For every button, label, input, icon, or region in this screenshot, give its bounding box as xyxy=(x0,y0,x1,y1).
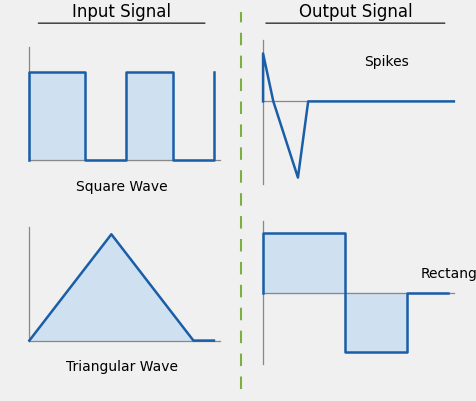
Text: Spikes: Spikes xyxy=(363,55,407,69)
Text: Input Signal: Input Signal xyxy=(72,3,171,21)
Text: Rectangular: Rectangular xyxy=(420,267,476,281)
Text: Output Signal: Output Signal xyxy=(298,3,411,21)
Text: Square Wave: Square Wave xyxy=(76,180,167,194)
Text: Triangular Wave: Triangular Wave xyxy=(66,360,177,374)
